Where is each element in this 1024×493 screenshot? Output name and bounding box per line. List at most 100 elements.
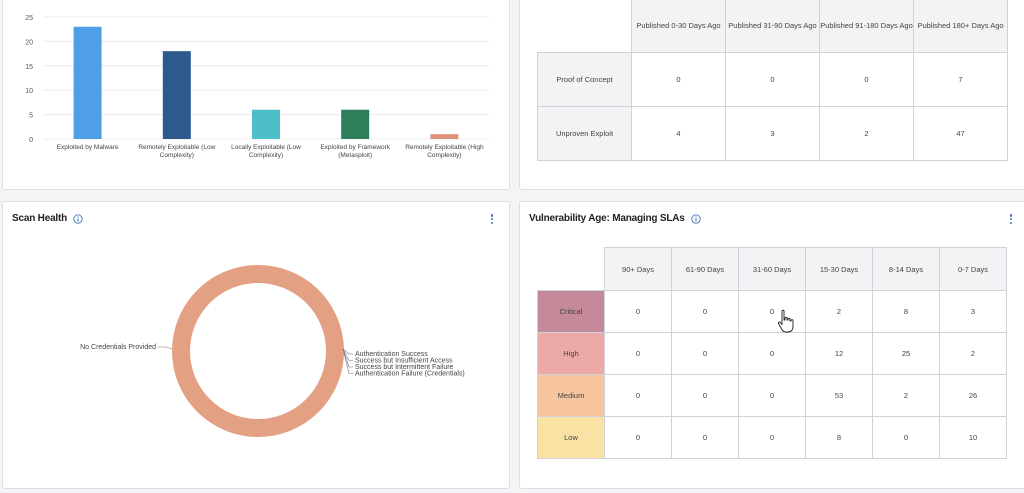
table-cell[interactable]: 0: [604, 374, 672, 417]
table-cell[interactable]: 2: [819, 106, 914, 161]
x-tick-label: Locally Exploitable (Low: [231, 144, 301, 151]
column-header: Published 91-180 Days Ago: [819, 0, 914, 53]
y-tick-label: 10: [25, 88, 33, 95]
y-tick-label: 0: [29, 137, 33, 144]
table-cell[interactable]: 47: [913, 106, 1008, 161]
slice-label: Success but Intermittent Failure: [355, 364, 454, 371]
x-tick-label: Exploited by Framework: [320, 144, 390, 151]
table-row: Low 0 0 0 8 0 10: [537, 416, 1007, 459]
table-cell[interactable]: 0: [604, 290, 672, 333]
table-cell[interactable]: 0: [819, 52, 914, 107]
table-cell[interactable]: 0: [872, 416, 940, 459]
table-cell[interactable]: 2: [939, 332, 1007, 375]
table-cell[interactable]: 2: [805, 290, 873, 333]
table-cell[interactable]: 0: [671, 290, 739, 333]
exploit-age-panel: Published 0-30 Days Ago Published 31-90 …: [519, 0, 1024, 190]
panel-title: Scan Health: [12, 213, 83, 224]
table-cell[interactable]: 26: [939, 374, 1007, 417]
table-cell[interactable]: 8: [872, 290, 940, 333]
table-cell[interactable]: 0: [738, 416, 806, 459]
column-header: 90+ Days: [604, 247, 672, 291]
bar[interactable]: [162, 51, 191, 139]
column-header: 15-30 Days: [805, 247, 873, 291]
column-header: Published 31-90 Days Ago: [725, 0, 820, 53]
label-connector: [158, 346, 173, 350]
label-connector: [342, 348, 353, 361]
table-row: Critical 0 0 0 2 8 3: [537, 290, 1007, 333]
bar[interactable]: [73, 26, 102, 139]
hand-cursor-icon: [777, 309, 794, 333]
exploitability-chart-panel: 0 5 10 15 20 25 Exploited by Malware Remotely E…: [2, 0, 510, 190]
bar[interactable]: [430, 134, 459, 139]
table-row: Medium 0 0 0 53 2 26: [537, 374, 1007, 417]
x-tick-label: Complexity): [427, 152, 461, 159]
y-tick-label: 15: [25, 64, 33, 71]
table-row: Proof of Concept 0 0 0 7: [537, 52, 1008, 107]
table-cell[interactable]: 0: [725, 52, 820, 107]
info-icon[interactable]: [691, 213, 701, 224]
x-tick-label: Exploited by Malware: [57, 144, 119, 151]
column-header: 31-60 Days: [738, 247, 806, 291]
slice-label: No Credentials Provided: [80, 344, 156, 351]
x-tick-label: (Metasploit): [338, 152, 372, 159]
corner-cell: [537, 247, 605, 291]
x-tick-label: Complexity): [160, 152, 194, 159]
more-options-icon[interactable]: [489, 212, 495, 226]
table-cell[interactable]: 0: [604, 416, 672, 459]
bar[interactable]: [252, 109, 280, 139]
table-cell[interactable]: 7: [913, 52, 1008, 107]
corner-cell: [537, 0, 632, 53]
sla-title: Vulnerability Age: Managing SLAs: [529, 213, 685, 224]
severity-critical: Critical: [537, 290, 605, 333]
panel-title: Vulnerability Age: Managing SLAs: [529, 213, 701, 224]
table-cell[interactable]: 53: [805, 374, 873, 417]
column-header: 0-7 Days: [939, 247, 1007, 291]
x-tick-label: Remotely Exploitable (Low: [138, 144, 215, 151]
table-cell[interactable]: 0: [671, 374, 739, 417]
bar[interactable]: [341, 109, 370, 139]
scan-health-title: Scan Health: [12, 213, 68, 224]
exploitability-bar-chart: 0 5 10 15 20 25 Exploited by Malware Remotely E…: [25, 15, 489, 159]
scan-health-panel: Scan Health No Credentials Provided Authe…: [2, 201, 510, 489]
slice-label: Success but Insufficient Access: [355, 358, 453, 365]
column-header: Published 180+ Days Ago: [913, 0, 1008, 53]
column-header: Published 0-30 Days Ago: [631, 0, 726, 53]
row-header: Proof of Concept: [537, 52, 632, 107]
x-tick-label: Complexity): [249, 152, 283, 159]
column-header: 8-14 Days: [872, 247, 940, 291]
table-cell[interactable]: 8: [805, 416, 873, 459]
table-header-row: Published 0-30 Days Ago Published 31-90 …: [537, 0, 1008, 53]
more-options-icon[interactable]: [1008, 212, 1014, 226]
label-connector: [342, 348, 353, 355]
label-connector: [342, 348, 353, 374]
table-header-row: 90+ Days 61-90 Days 31-60 Days 15-30 Day…: [537, 247, 1007, 291]
table-cell[interactable]: 0: [738, 290, 806, 333]
y-tick-label: 25: [25, 15, 33, 22]
severity-medium: Medium: [537, 374, 605, 417]
y-tick-label: 5: [29, 113, 33, 120]
table-cell[interactable]: 0: [671, 332, 739, 375]
column-header: 61-90 Days: [671, 247, 739, 291]
label-connector: [342, 348, 353, 368]
table-cell[interactable]: 0: [671, 416, 739, 459]
table-row: High 0 0 0 12 25 2: [537, 332, 1007, 375]
info-icon[interactable]: [73, 213, 83, 224]
table-cell[interactable]: 4: [631, 106, 726, 161]
table-cell[interactable]: 0: [631, 52, 726, 107]
slice-label: Authentication Success: [355, 351, 428, 358]
table-cell[interactable]: 2: [872, 374, 940, 417]
vulnerability-age-panel: Vulnerability Age: Managing SLAs 90+ Day…: [519, 201, 1024, 489]
table-cell[interactable]: 0: [738, 332, 806, 375]
x-tick-label: Remotely Exploitable (High: [405, 144, 484, 151]
table-cell[interactable]: 0: [738, 374, 806, 417]
exploit-age-table: Published 0-30 Days Ago Published 31-90 …: [537, 0, 1008, 161]
table-cell[interactable]: 12: [805, 332, 873, 375]
scan-health-donut-chart: No Credentials Provided Authentication Su…: [80, 265, 465, 437]
table-cell[interactable]: 25: [872, 332, 940, 375]
table-cell[interactable]: 3: [939, 290, 1007, 333]
table-cell[interactable]: 3: [725, 106, 820, 161]
table-cell[interactable]: 10: [939, 416, 1007, 459]
donut-slice[interactable]: [172, 265, 344, 437]
table-cell[interactable]: 0: [604, 332, 672, 375]
sla-table: 90+ Days 61-90 Days 31-60 Days 15-30 Day…: [537, 247, 1007, 459]
